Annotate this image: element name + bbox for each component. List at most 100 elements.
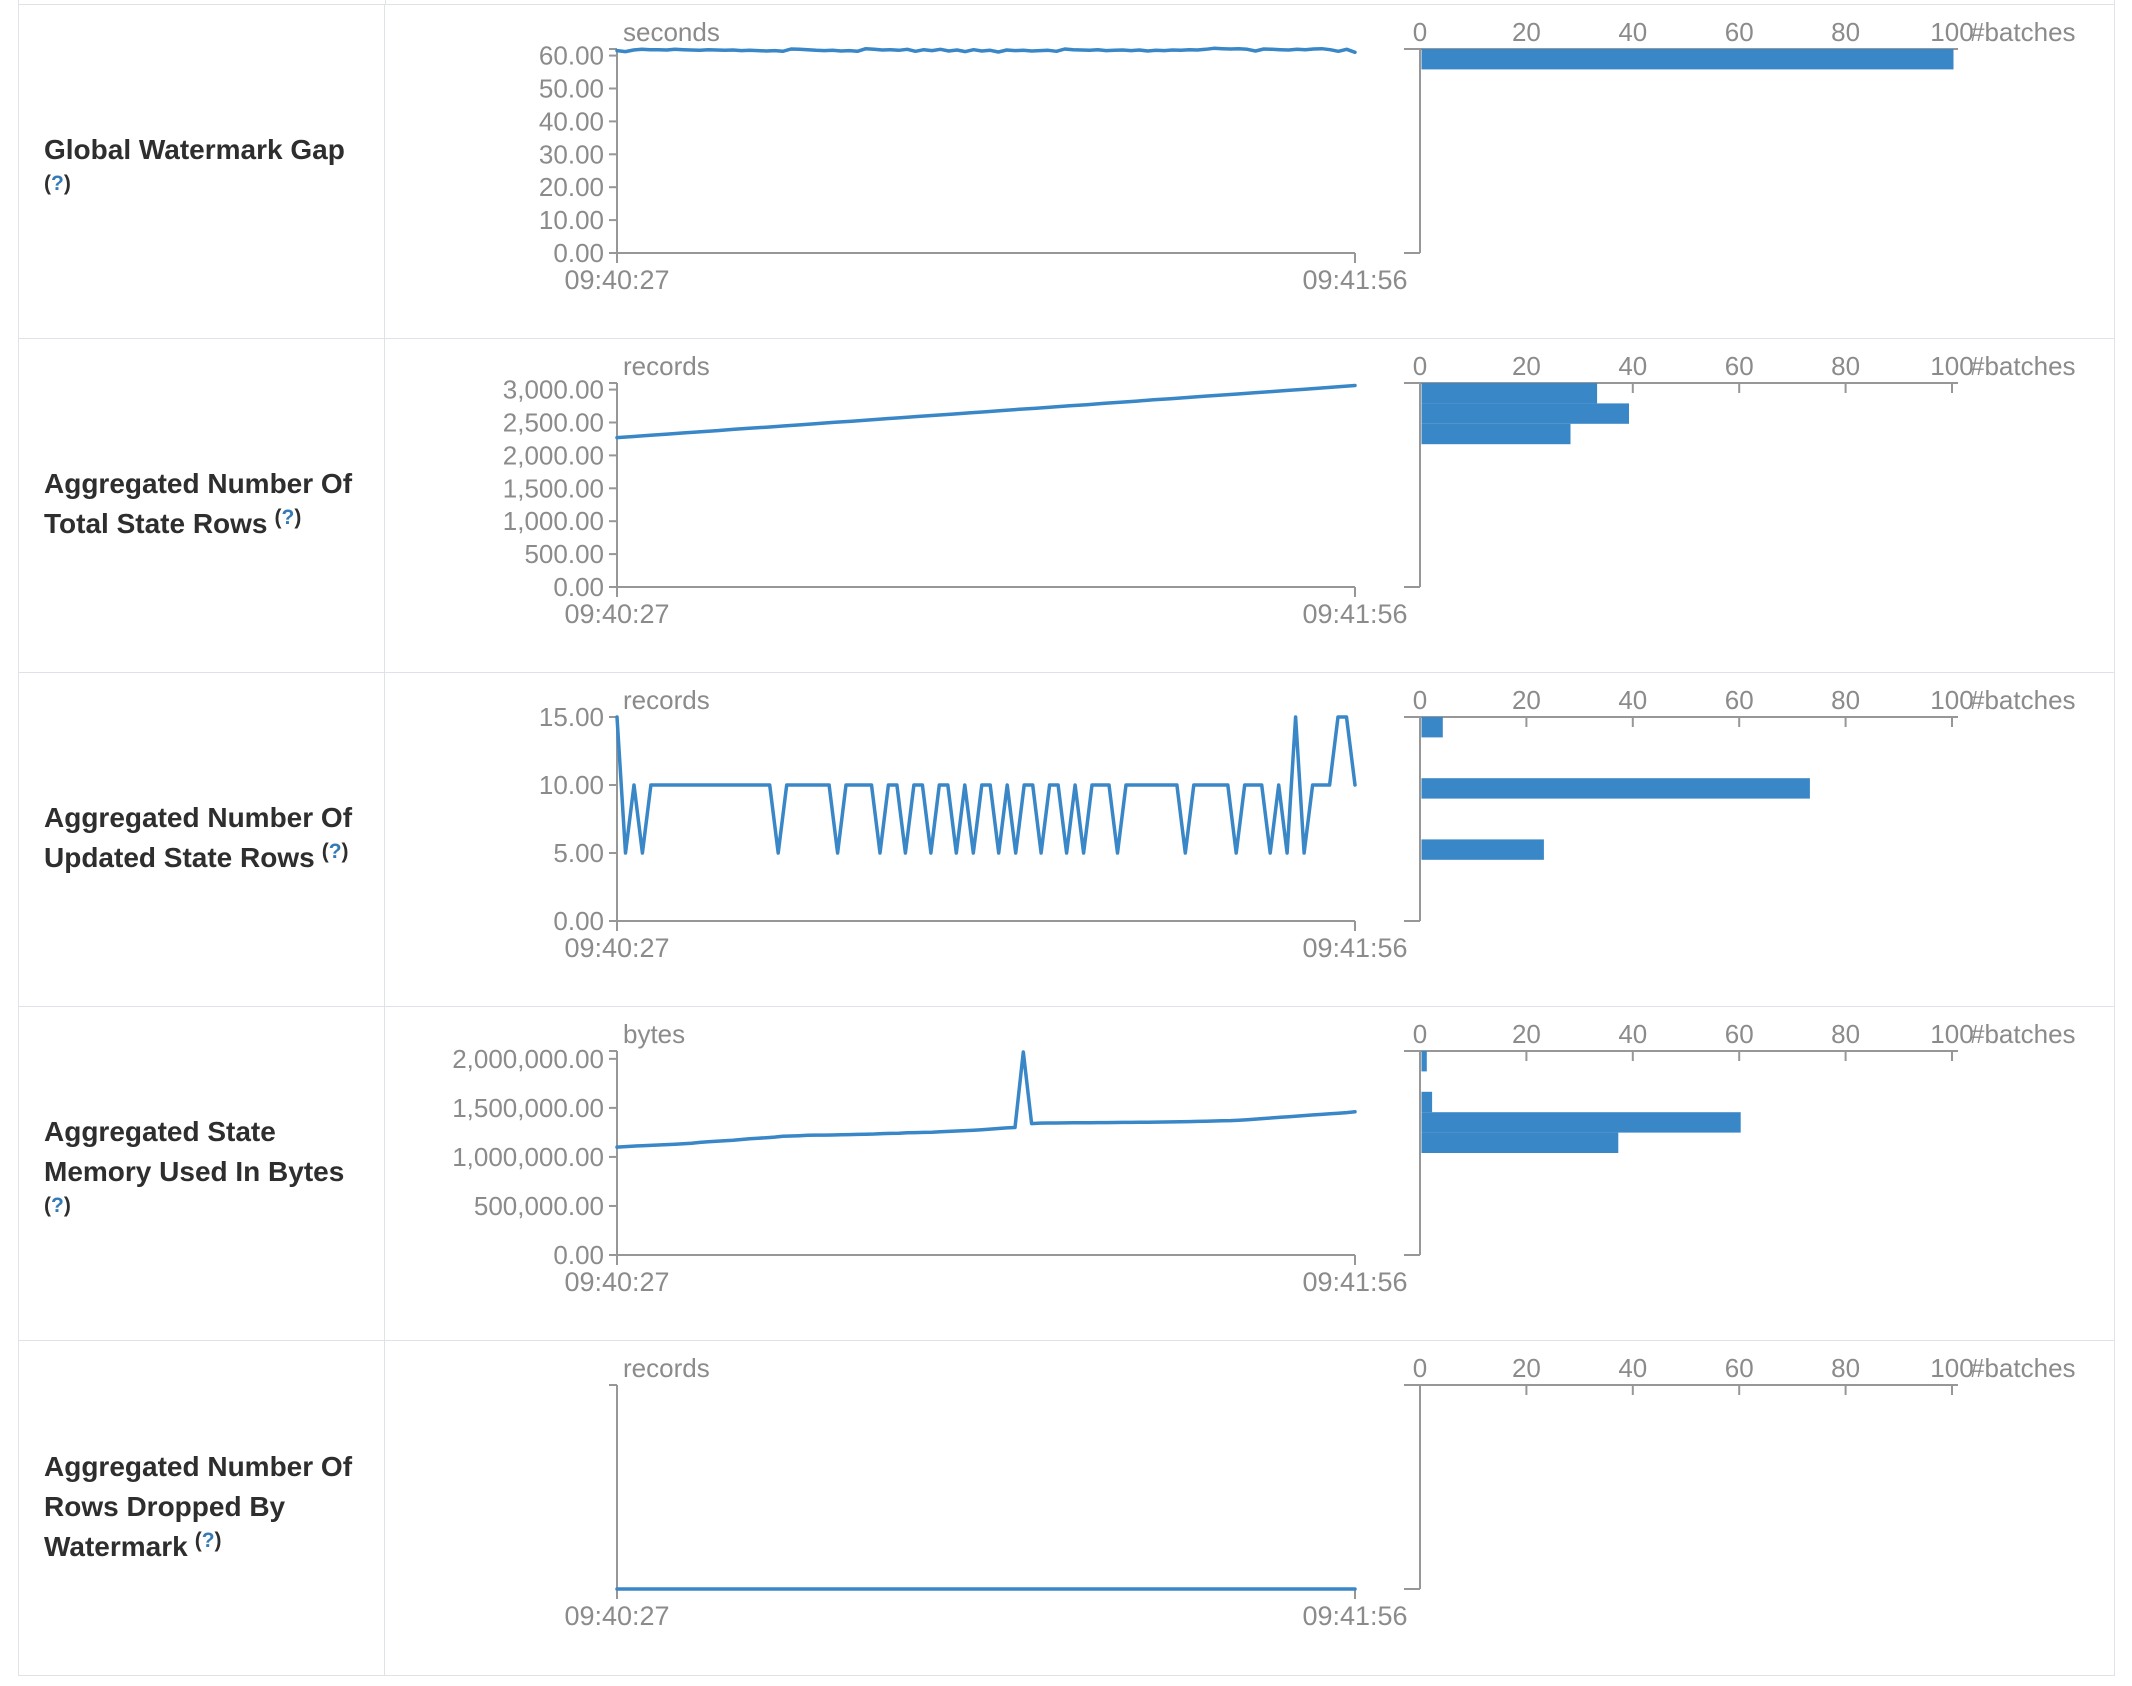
metric-charts-cell: records 3,000.00 2,500.00 2,000.00 1,500.00 1… bbox=[385, 339, 2115, 672]
histogram-bar bbox=[1421, 778, 1810, 799]
y-tick-label: 1,500.00 bbox=[503, 473, 604, 503]
timeline-unit-label: records bbox=[623, 685, 710, 715]
table-column-border bbox=[385, 0, 386, 4]
histogram-x-tick-label: 0 bbox=[1413, 1019, 1427, 1049]
histogram-bar bbox=[1421, 717, 1443, 738]
y-tick-label: 500,000.00 bbox=[474, 1191, 604, 1221]
y-tick-label: 30.00 bbox=[539, 139, 604, 169]
help-link[interactable]: (?) bbox=[275, 498, 302, 538]
y-tick-label: 1,500,000.00 bbox=[452, 1093, 604, 1123]
help-open-paren: ( bbox=[44, 172, 51, 195]
metric-label-line: Memory Used In Bytes bbox=[44, 1152, 344, 1192]
time-label-end: 09:41:56 bbox=[1302, 1267, 1407, 1297]
metric-row-global-watermark-gap: Global Watermark Gap (?) seconds 60.00 50.0… bbox=[19, 5, 2114, 339]
metric-label-text: Aggregated State bbox=[44, 1116, 276, 1147]
timeline-and-histogram-chart: records 09:40:27 09:41:56 0 20 40 60 80 100#batc… bbox=[564, 1353, 2076, 1631]
time-label-start: 09:40:27 bbox=[564, 599, 669, 629]
table-left-border bbox=[18, 0, 19, 4]
metric-charts-cell: records 15.00 10.00 5.00 0.00 09:40:27 09:41:5… bbox=[385, 673, 2115, 1006]
y-tick-label: 1,000.00 bbox=[503, 506, 604, 536]
metric-label: Aggregated Number Of Updated State Rows (?… bbox=[19, 798, 364, 881]
metric-label-line: Aggregated Number Of bbox=[44, 798, 352, 838]
histogram-bar bbox=[1421, 423, 1571, 445]
timeline-and-histogram-chart: bytes 2,000,000.00 1,500,000.00 1,000,000.0… bbox=[452, 1019, 2076, 1297]
timeline-chart: bytes 2,000,000.00 1,500,000.00 1,000,000.0… bbox=[452, 1019, 1407, 1297]
metric-label-text: Watermark bbox=[44, 1530, 188, 1562]
histogram-x-tick-label: 40 bbox=[1618, 17, 1647, 47]
question-mark-icon[interactable]: ? bbox=[281, 506, 295, 529]
timeline-and-histogram-chart: records3,000.002,500.002,000.001,500.001… bbox=[503, 351, 2076, 629]
metric-label-line: Updated State Rows (?) bbox=[44, 838, 352, 881]
metric-label: Aggregated Number Of Rows Dropped By Water… bbox=[19, 1447, 364, 1570]
help-link[interactable]: (?) bbox=[322, 832, 349, 872]
help-open-paren: ( bbox=[194, 1528, 202, 1552]
question-mark-icon[interactable]: ? bbox=[51, 172, 64, 195]
question-mark-icon[interactable]: ? bbox=[201, 1528, 215, 1552]
histogram-x-tick-label: 20 bbox=[1512, 1019, 1541, 1049]
time-label-end: 09:41:56 bbox=[1302, 933, 1407, 963]
help-link[interactable]: (?) bbox=[44, 164, 71, 204]
histogram-x-tick-label: 0 bbox=[1413, 351, 1427, 381]
histogram-x-tick-label: 40 bbox=[1618, 1019, 1647, 1049]
histogram-x-tick-label: 60 bbox=[1725, 351, 1754, 381]
timeline-chart: seconds 60.0050.0040.0030.0020.0010.000.0… bbox=[539, 17, 1408, 295]
batches-axis-label: #batches bbox=[1970, 17, 2076, 47]
metric-label-line: Aggregated Number Of bbox=[44, 464, 352, 504]
y-tick-label: 60.00 bbox=[539, 41, 604, 71]
question-mark-icon[interactable]: ? bbox=[328, 840, 342, 863]
metric-label-text: Global Watermark Gap bbox=[44, 134, 345, 165]
metric-label-text: Aggregated Number Of bbox=[44, 468, 353, 499]
histogram-bar bbox=[1421, 1132, 1619, 1153]
table-right-border bbox=[2114, 0, 2115, 4]
histogram-x-tick-label: 40 bbox=[1618, 685, 1647, 715]
y-tick-label: 2,500.00 bbox=[503, 407, 604, 437]
time-label-end: 09:41:56 bbox=[1302, 1601, 1407, 1631]
y-tick-label: 0.00 bbox=[553, 572, 604, 602]
histogram-x-tick-label: 100 bbox=[1930, 685, 1973, 715]
help-close-paren: ) bbox=[214, 1528, 222, 1552]
help-close-paren: ) bbox=[63, 172, 71, 195]
batches-axis-label: #batches bbox=[1970, 1019, 2076, 1049]
histogram-x-tick-label: 0 bbox=[1413, 17, 1427, 47]
histogram-bar bbox=[1421, 839, 1544, 860]
metric-label-text: Aggregated Number Of bbox=[44, 1450, 353, 1482]
histogram-bar bbox=[1421, 1051, 1427, 1072]
timeline-chart: records 09:40:27 09:41:56 bbox=[564, 1353, 1407, 1631]
timeline-unit-label: records bbox=[623, 351, 710, 381]
histogram-x-tick-label: 60 bbox=[1725, 1353, 1754, 1383]
histogram-x-tick-label: 80 bbox=[1831, 1019, 1860, 1049]
histogram-x-tick-label: 100 bbox=[1930, 351, 1973, 381]
histogram-x-tick-label: 80 bbox=[1831, 351, 1860, 381]
timeline-unit-label: bytes bbox=[623, 1019, 685, 1049]
histogram-x-tick-label: 20 bbox=[1512, 1353, 1541, 1383]
help-close-paren: ) bbox=[341, 840, 349, 863]
histogram-x-tick-label: 80 bbox=[1831, 1353, 1860, 1383]
metric-row-state-memory-used: Aggregated State Memory Used In Bytes (?) … bbox=[19, 1007, 2114, 1341]
metric-label-cell: Aggregated State Memory Used In Bytes (?) bbox=[19, 1007, 385, 1340]
question-mark-icon[interactable]: ? bbox=[51, 1194, 64, 1217]
metric-label-cell: Aggregated Number Of Rows Dropped By Water… bbox=[19, 1341, 385, 1675]
histogram-x-tick-label: 60 bbox=[1725, 685, 1754, 715]
timeline-unit-label: seconds bbox=[623, 17, 720, 47]
y-tick-label: 3,000.00 bbox=[503, 375, 604, 405]
y-tick-label: 40.00 bbox=[539, 106, 604, 136]
y-tick-label: 500.00 bbox=[524, 539, 604, 569]
metric-charts-cell: records 09:40:27 09:41:56 0 20 40 60 80 100 #batc… bbox=[385, 1341, 2115, 1675]
y-tick-label: 15.00 bbox=[539, 702, 604, 732]
help-link[interactable]: (?) bbox=[195, 1521, 222, 1561]
metric-row-updated-state-rows: Aggregated Number Of Updated State Rows (?… bbox=[19, 673, 2114, 1007]
metric-label-line: Global Watermark Gap bbox=[44, 130, 345, 170]
timeline-line bbox=[615, 1050, 1357, 1149]
histogram-bar bbox=[1421, 383, 1598, 404]
histogram-x-tick-label: 20 bbox=[1512, 17, 1541, 47]
page-bottom-strip bbox=[0, 1680, 2132, 1686]
metric-label-line: Aggregated Number Of bbox=[44, 1447, 352, 1487]
metric-label-cell: Aggregated Number Of Total State Rows (?) bbox=[19, 339, 385, 672]
time-label-start: 09:40:27 bbox=[564, 933, 669, 963]
batches-axis-label: #batches bbox=[1970, 1353, 2076, 1383]
histogram-chart: 0 20 40 60 80 100#batches bbox=[1404, 685, 2076, 922]
metric-row-total-state-rows: Aggregated Number Of Total State Rows (?) … bbox=[19, 339, 2114, 673]
help-link[interactable]: (?) bbox=[44, 1186, 71, 1226]
